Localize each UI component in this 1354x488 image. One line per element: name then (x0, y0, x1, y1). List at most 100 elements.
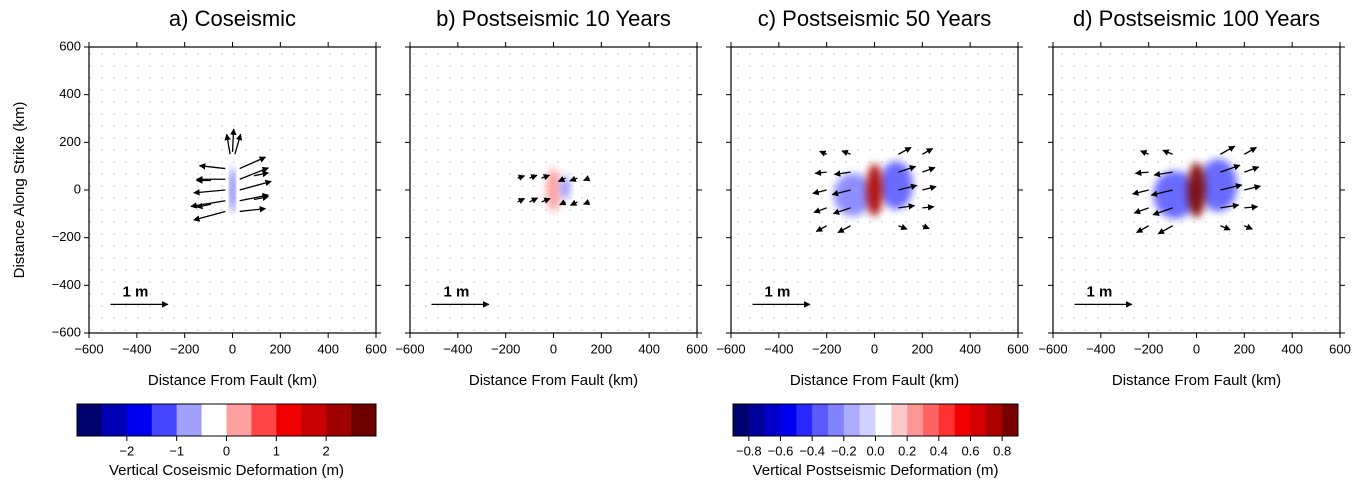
colorbar-segment (907, 404, 924, 436)
x-tick-label: −600 (716, 341, 745, 356)
displacement-arrow (922, 147, 934, 155)
displacement-arrow (193, 210, 226, 222)
displacement-arrow (922, 184, 937, 192)
displacement-arrow (922, 204, 935, 211)
displacement-arrow (195, 202, 212, 210)
x-tick-label: 200 (1233, 341, 1255, 356)
colorbar-segment (276, 404, 302, 436)
y-tick-label: 0 (74, 181, 81, 196)
displacement-arrow (1136, 225, 1149, 234)
displacement-arrow (1157, 225, 1173, 235)
colorbar-segment (923, 404, 940, 436)
displacement-arrow (813, 207, 827, 214)
colorbar-segment (954, 404, 971, 436)
displacement-arrow (1134, 169, 1149, 177)
colorbar-tick-label: 2 (323, 443, 330, 458)
colorbar-segment (126, 404, 153, 436)
scale-label: 1 m (1087, 283, 1113, 300)
x-tick-label: 600 (1329, 341, 1351, 356)
colorbar-segment (986, 404, 1003, 436)
displacement-arrow (1162, 149, 1173, 156)
y-axis-label: Distance Along Strike (km) (11, 102, 28, 279)
displacement-arrow (583, 199, 591, 206)
displacement-arrow (1131, 189, 1149, 196)
colorbar-tick-label: 0.8 (993, 443, 1011, 458)
scale-label: 1 m (444, 283, 470, 300)
displacement-arrow (1220, 183, 1243, 191)
x-tick-label: 0 (550, 341, 557, 356)
displacement-arrow (1244, 184, 1262, 191)
displacement-arrow (193, 189, 226, 196)
displacement-arrow (1244, 223, 1253, 230)
scale-label: 1 m (765, 283, 791, 300)
displacement-arrow (517, 174, 526, 181)
colorbar-segment (351, 404, 377, 436)
panel-title: a) Coseismic (169, 6, 296, 31)
x-tick-label: 0 (229, 341, 236, 356)
deformation-patch (1153, 170, 1197, 219)
displacement-arrow (583, 175, 591, 182)
colorbar-tick-label: −0.4 (799, 443, 825, 458)
deformation-patch (879, 161, 913, 210)
x-tick-label: −200 (1134, 341, 1163, 356)
y-tick-label: 200 (59, 134, 81, 149)
colorbar-label: Vertical Postseismic Deformation (m) (753, 462, 999, 479)
colorbar-tick-label: 0.4 (930, 443, 948, 458)
displacement-arrow (1220, 164, 1241, 173)
colorbar-segment (938, 404, 956, 436)
x-tick-label: 200 (590, 341, 612, 356)
x-tick-label: −400 (764, 341, 793, 356)
y-tick-label: 600 (59, 38, 81, 53)
x-tick-label: −400 (443, 341, 472, 356)
x-axis-label: Distance From Fault (km) (469, 372, 638, 389)
x-axis-label: Distance From Fault (km) (790, 372, 959, 389)
displacement-arrow (239, 166, 269, 180)
x-axis-label: Distance From Fault (km) (148, 372, 317, 389)
displacement-arrow (1140, 150, 1149, 157)
deformation-patch (230, 167, 235, 213)
colorbar-segment (843, 404, 861, 436)
displacement-arrow (253, 170, 270, 178)
colorbar-segment (859, 404, 876, 436)
x-tick-label: −200 (491, 341, 520, 356)
deformation-patch (833, 173, 873, 217)
x-tick-label: 600 (365, 341, 387, 356)
displacement-arrow (837, 225, 851, 234)
panel-title: c) Postseismic 50 Years (758, 6, 992, 31)
colorbar-segment (891, 404, 908, 436)
displacement-arrow (1152, 207, 1173, 216)
displacement-arrow (198, 163, 226, 170)
displacement-arrow (569, 175, 578, 182)
panel-title: d) Postseismic 100 Years (1073, 6, 1320, 31)
x-tick-label: −200 (812, 341, 841, 356)
colorbar-segment (733, 404, 750, 436)
displacement-arrow (1244, 203, 1259, 211)
x-tick-label: −600 (395, 341, 424, 356)
displacement-arrow (569, 199, 578, 206)
x-tick-label: −400 (1086, 341, 1115, 356)
colorbar-segment (748, 404, 766, 436)
y-tick-label: −600 (52, 324, 81, 339)
colorbar-tick-label: 0 (223, 443, 230, 458)
displacement-arrow (841, 149, 851, 157)
x-axis-label: Distance From Fault (km) (1112, 372, 1281, 389)
colorbar-tick-label: 1 (273, 443, 280, 458)
colorbar-tick-label: −0.2 (831, 443, 857, 458)
y-tick-label: 400 (59, 86, 81, 101)
colorbar-tick-label: −0.8 (736, 443, 762, 458)
colorbar-segment (176, 404, 203, 436)
displacement-arrow (1220, 202, 1240, 210)
displacement-arrow (234, 133, 243, 155)
displacement-arrow (1220, 224, 1231, 231)
colorbar-segment (101, 404, 128, 436)
colorbar-segment (326, 404, 352, 436)
displacement-arrow (529, 174, 538, 181)
colorbar-tick-label: 0.6 (961, 443, 979, 458)
displacement-arrow (517, 197, 526, 205)
displacement-arrow (898, 165, 917, 173)
colorbar-segment (812, 404, 829, 436)
colorbar-segment (764, 404, 781, 436)
colorbar-segment (226, 404, 252, 436)
x-tick-label: 400 (1281, 341, 1303, 356)
